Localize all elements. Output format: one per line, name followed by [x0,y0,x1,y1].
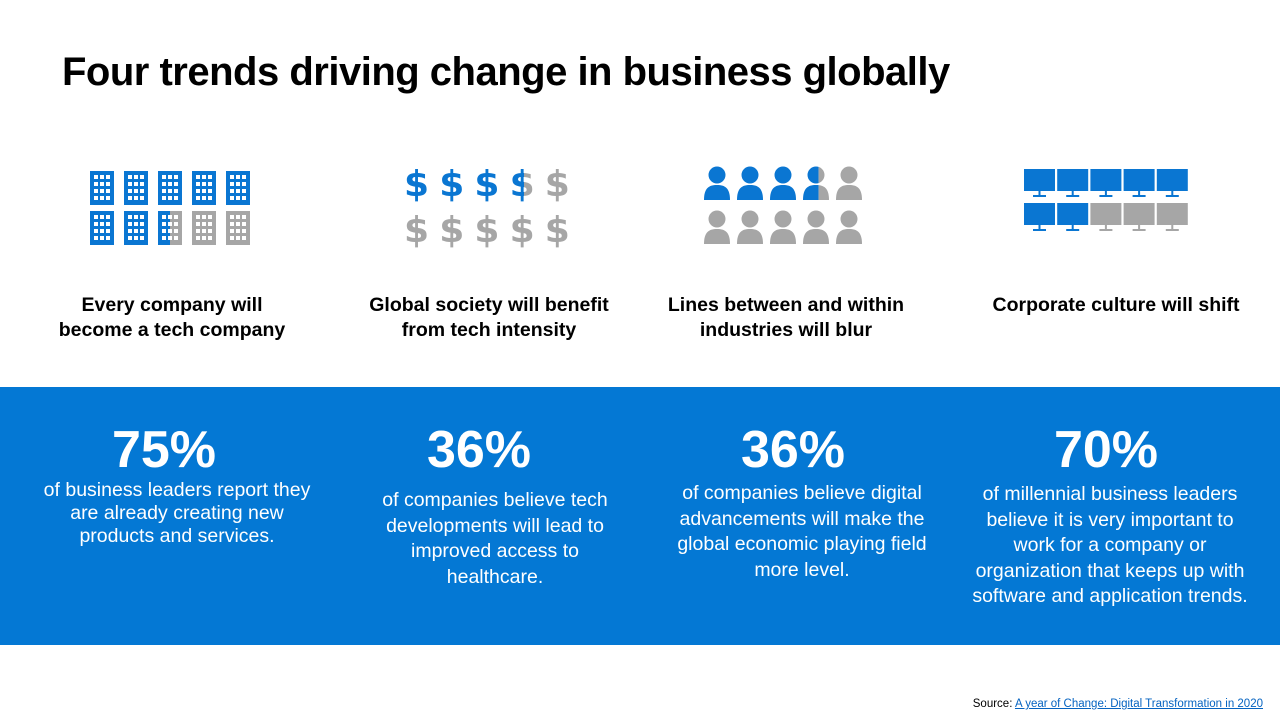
dollar-icon: $ [439,166,464,205]
source-link[interactable]: A year of Change: Digital Transformation… [1014,698,1263,710]
person-icon [803,210,829,244]
building-icon [90,171,114,205]
person-icon [704,166,730,200]
monitor-icon [1156,203,1188,231]
trend-caption-culture-shift: Corporate culture will shift [992,294,1240,316]
dollar-icon: $ [404,210,429,251]
building-icon [226,211,250,245]
trend-caption-tech-intensity: Global society will benefit from tech in… [369,294,609,341]
dollar-icon-group: $ $ $ $$ $$ $ $ $ $ [404,166,570,251]
building-icon [192,171,216,205]
stats-band [0,387,1280,645]
person-icon [836,210,862,244]
stat-description: of millennial business leaders believe i… [972,483,1248,607]
svg-text:$: $ [404,166,429,205]
person-icon [803,166,829,200]
monitor-icon [1090,203,1122,231]
stat-value: 75% [111,421,217,479]
person-icon [737,210,763,244]
source-note: Source: A year of Change: Digital Transf… [973,698,1263,710]
dollar-icon: $ [474,210,499,251]
person-icon [770,210,796,244]
dollar-icon: $$ [510,166,535,205]
building-icon [226,171,250,205]
monitor-icon [1156,169,1188,197]
svg-text:$: $ [474,166,499,205]
person-icon [770,166,796,200]
building-icon [124,171,148,205]
monitor-icon-group [1024,169,1188,231]
stat-description: of business leaders report they are alre… [43,479,311,547]
monitor-icon [1057,169,1089,197]
svg-text:$: $ [510,166,535,205]
svg-text:$: $ [439,166,464,205]
trend-caption-tech-company: Every company will become a tech company [58,294,286,341]
dollar-icon: $ [545,166,570,205]
stat-value: 36% [426,421,532,479]
page-title: Four trends driving change in business g… [62,50,950,94]
svg-text:$: $ [404,210,429,251]
person-icon [737,166,763,200]
person-icon-group [704,166,862,244]
building-icon [158,211,182,245]
person-icon [704,210,730,244]
svg-text:$: $ [439,210,464,251]
source-label: Source: [972,698,1013,710]
svg-text:$: $ [510,210,535,251]
stat-value: 36% [740,421,846,479]
dollar-icon: $ [474,166,499,205]
building-icon [90,211,114,245]
building-icon [124,211,148,245]
dollar-icon: $ [545,210,570,251]
monitor-icon [1090,169,1122,197]
dollar-icon: $ [404,166,429,205]
monitor-icon [1057,203,1089,231]
monitor-icon [1024,169,1055,197]
dollar-icon: $ [510,210,535,251]
monitor-icon [1024,203,1055,231]
building-icon-group [90,171,250,245]
dollar-icon: $ [439,210,464,251]
trend-caption-industries-blur: Lines between and within industries will… [667,294,905,341]
building-icon [158,171,182,205]
svg-text:$: $ [545,166,570,205]
monitor-icon [1123,203,1155,231]
person-icon [836,166,862,200]
svg-text:$: $ [510,166,535,205]
svg-text:$: $ [545,210,570,251]
stat-description: of companies believe tech developments w… [382,489,608,588]
svg-text:$: $ [474,210,499,251]
stat-description: of companies believe digital advancement… [677,482,927,581]
monitor-icon [1123,169,1155,197]
building-icon [192,211,216,245]
stat-value: 70% [1053,421,1159,479]
